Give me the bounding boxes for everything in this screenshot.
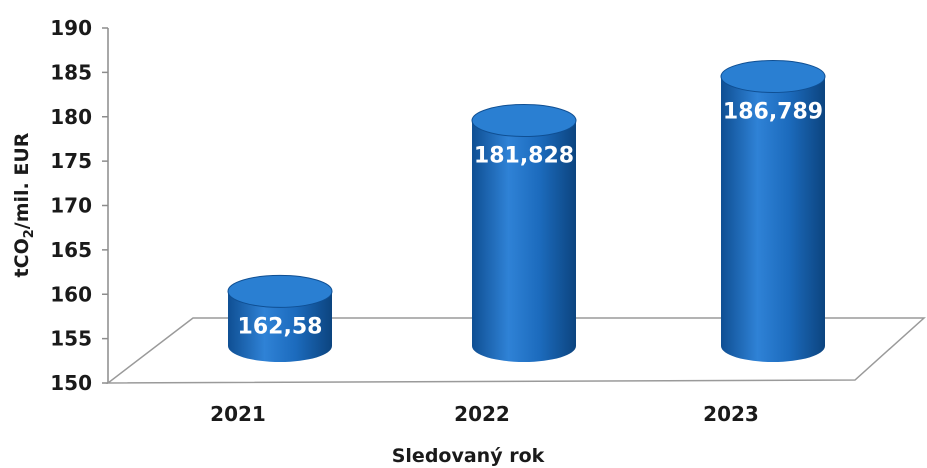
data-label: 181,828 [474,144,574,169]
bar-top [227,274,333,308]
y-axis-title-part: tCO [11,238,33,277]
x-axis-title: Sledovaný rok [392,445,545,467]
bars: 162,58 181,828 186,789 [227,59,826,363]
x-tick-label: 2021 [210,402,266,426]
y-axis-title: tCO2/mil. EUR [11,132,37,277]
bar-2021: 162,58 [227,274,333,362]
y-tick-label: 150 [50,371,92,395]
x-axis-tick-labels: 2021 2022 2023 [210,402,759,426]
chart-floor [105,317,926,384]
y-tick-label: 170 [50,194,92,218]
y-tick-label: 185 [50,60,92,84]
data-label: 162,58 [238,314,323,339]
y-tick-label: 165 [50,238,92,262]
y-tick-label: 180 [50,105,92,129]
y-tick-label: 160 [50,282,92,306]
y-tick-label: 190 [50,16,92,40]
x-tick-label: 2022 [454,402,510,426]
bar-top [720,59,826,93]
bar-2023: 186,789 [720,59,826,363]
y-axis-title-sub: 2 [22,229,37,238]
bar-top [471,104,577,138]
bar-body [228,291,332,362]
y-tick-label: 175 [50,149,92,173]
bar-2022: 181,828 [471,104,577,363]
x-tick-label: 2023 [703,402,759,426]
data-label: 186,789 [723,99,823,124]
bar-body [721,76,825,363]
y-axis-title-rest: /mil. EUR [11,132,33,229]
y-axis-ticks: 150 155 160 165 170 175 180 185 190 [50,16,108,395]
y-tick-label: 155 [50,327,92,351]
bar-body [472,120,576,363]
